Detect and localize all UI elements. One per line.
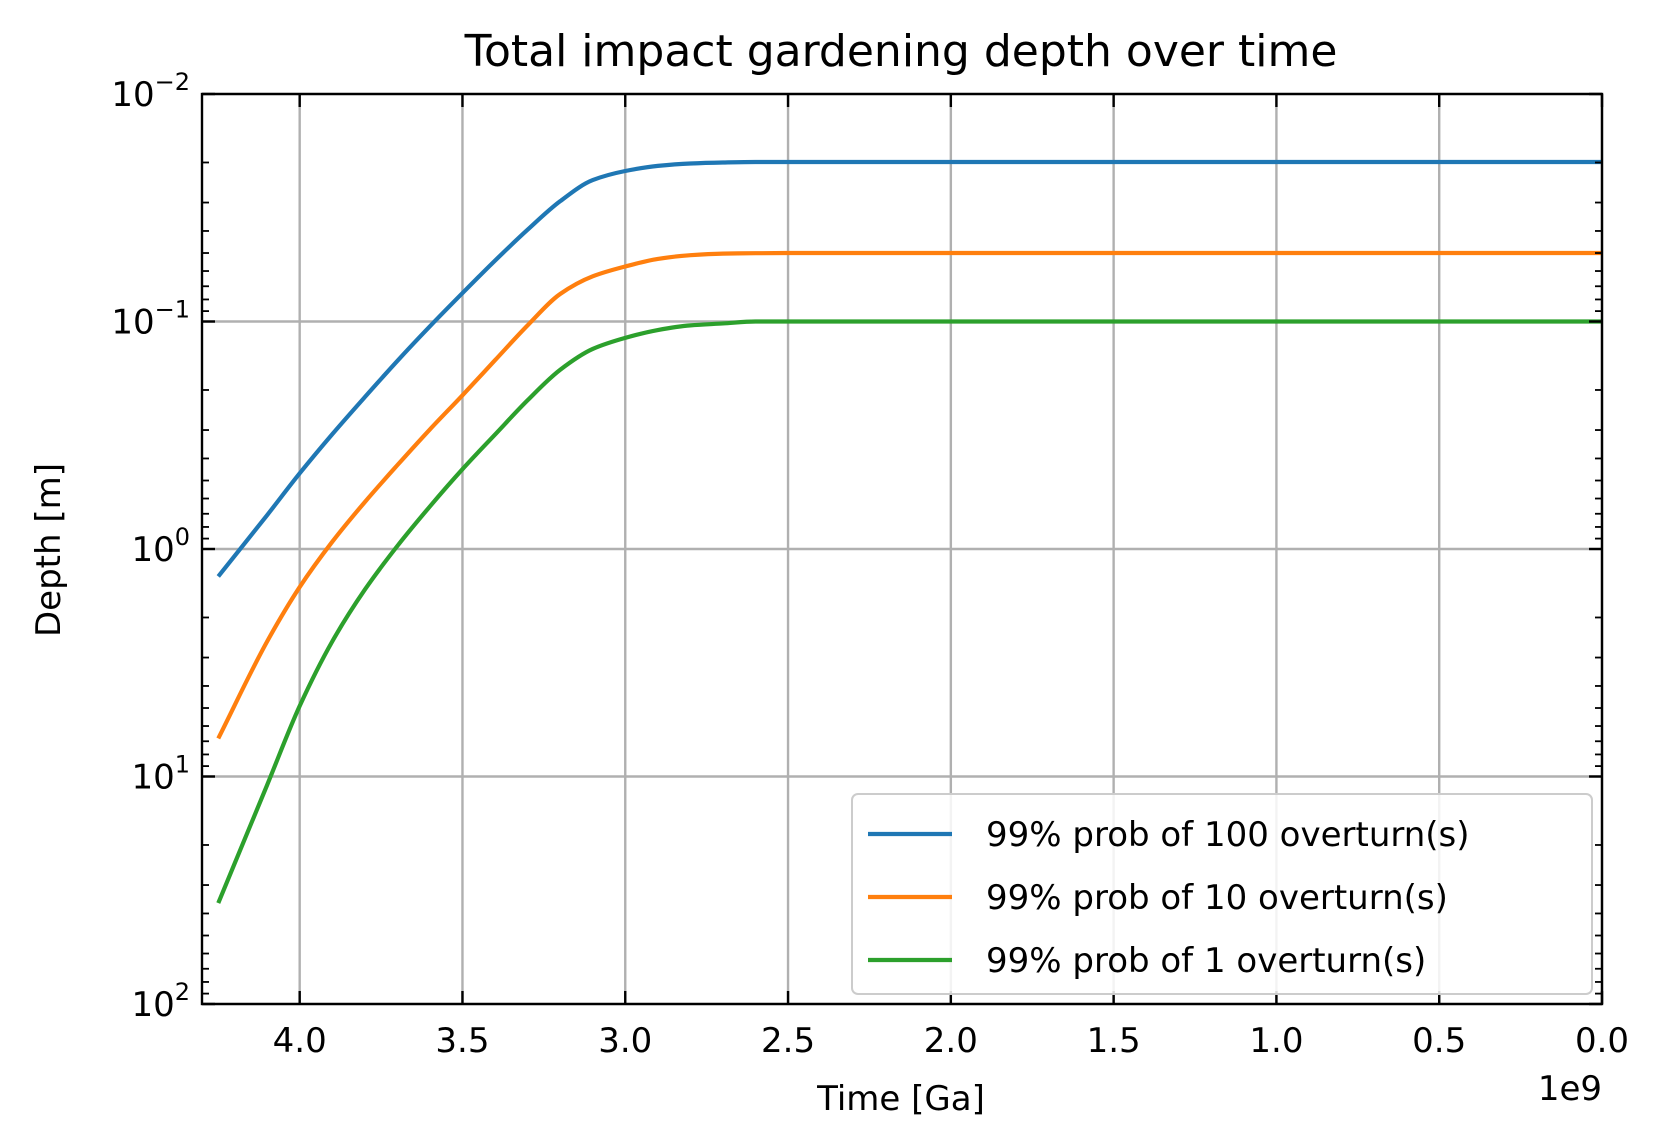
y-tick-label: 10−2 [111, 68, 190, 115]
x-tick-label: 3.5 [435, 1021, 489, 1061]
x-tick-label: 2.0 [924, 1021, 978, 1061]
x-tick-label: 1.0 [1249, 1021, 1303, 1061]
legend: 99% prob of 100 overturn(s) 99% prob of 1… [851, 793, 1593, 995]
legend-label: 99% prob of 100 overturn(s) [986, 815, 1470, 855]
x-tick-label: 2.5 [761, 1021, 815, 1061]
series-line-1 [216, 159, 1602, 578]
y-tick-label: 100 [131, 523, 190, 570]
x-axis-offset-label: 1e9 [1538, 1069, 1602, 1109]
y-axis-label: Depth [m] [29, 463, 69, 637]
x-tick-label: 1.5 [1087, 1021, 1141, 1061]
y-tick-label: 10−1 [111, 296, 190, 343]
y-tick-label: 101 [131, 751, 190, 798]
legend-label: 99% prob of 10 overturn(s) [986, 878, 1448, 918]
x-axis-label: Time [Ga] [816, 1079, 985, 1119]
plot-lines [216, 159, 1602, 904]
series-line-2 [216, 250, 1602, 740]
x-tick-label: 0.0 [1575, 1021, 1629, 1061]
axis-ticks [202, 92, 1604, 1006]
legend-label: 99% prob of 1 overturn(s) [986, 941, 1426, 981]
x-tick-label: 3.0 [598, 1021, 652, 1061]
x-tick-label: 0.5 [1412, 1021, 1466, 1061]
series-line-3 [216, 319, 1602, 904]
legend-box [851, 793, 1593, 995]
x-tick-label: 4.0 [273, 1021, 327, 1061]
tick-labels: 4.0 3.5 3.0 2.5 2.0 1.5 1.0 0.5 0.0 10−2 10−1 100 10… [111, 68, 1629, 1061]
chart-title: Total impact gardening depth over time [464, 26, 1338, 77]
y-tick-label: 102 [131, 978, 190, 1025]
